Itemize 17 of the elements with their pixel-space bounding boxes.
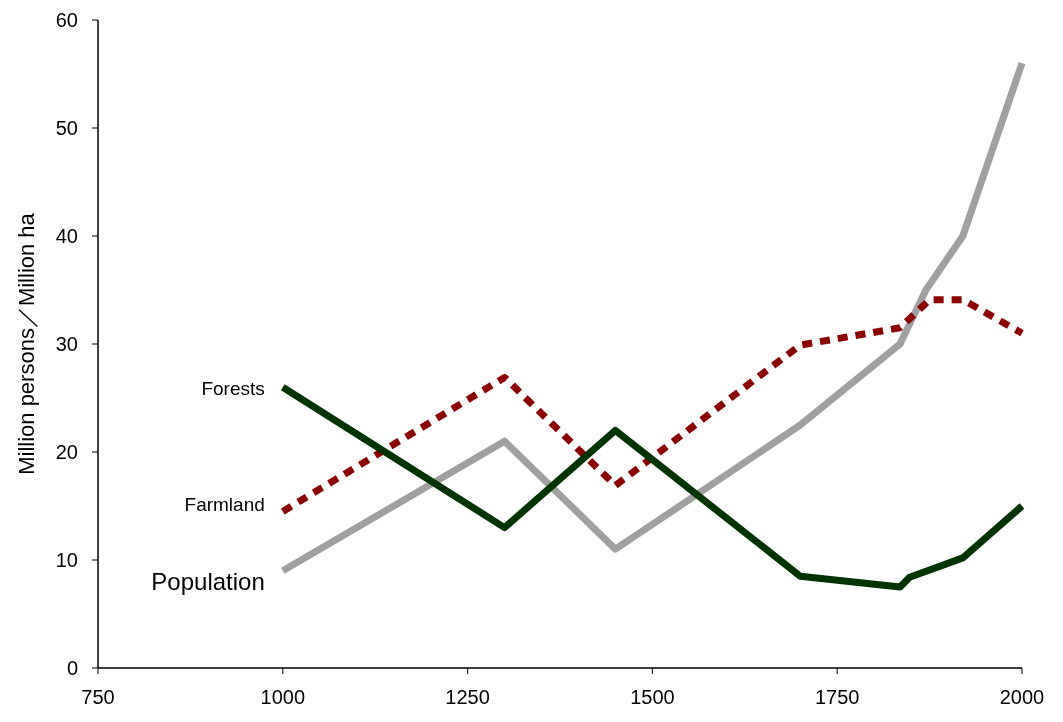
- y-tick-label: 10: [55, 549, 78, 571]
- x-tick-label: 1250: [445, 686, 490, 708]
- y-tick-label: 60: [55, 9, 78, 31]
- y-tick-label: 30: [55, 333, 78, 355]
- y-tick-label: 20: [55, 441, 78, 463]
- x-tick-label: 1500: [630, 686, 675, 708]
- x-tick-label: 1750: [814, 686, 860, 708]
- x-tick-label: 1000: [260, 686, 306, 708]
- y-axis-title: Million persons／Million ha: [14, 212, 39, 475]
- y-tick-label: 50: [55, 117, 78, 139]
- y-tick-label: 40: [55, 225, 78, 247]
- x-tick-label: 2000: [999, 686, 1045, 708]
- series-label: Farmland: [184, 494, 265, 516]
- series-label: Forests: [201, 378, 265, 400]
- series-label: Population: [151, 567, 265, 595]
- y-tick-label: 0: [66, 657, 78, 679]
- x-tick-label: 750: [81, 686, 115, 708]
